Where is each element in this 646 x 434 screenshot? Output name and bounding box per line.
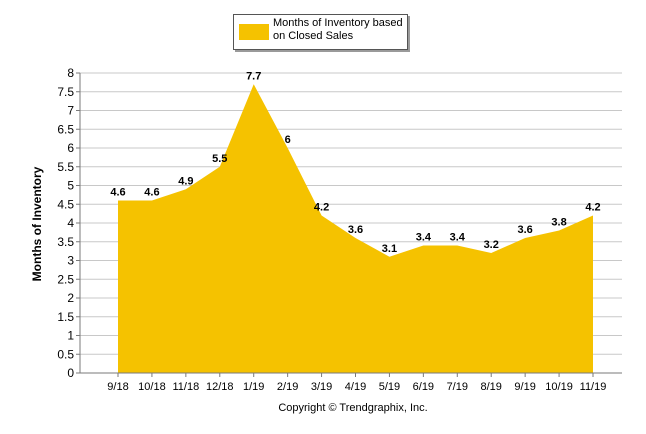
data-label: 6 (285, 134, 291, 146)
y-tick-label: 8 (67, 66, 74, 80)
y-tick-label: 0.5 (57, 347, 74, 361)
data-label: 4.9 (178, 175, 193, 187)
legend: Months of Inventory based on Closed Sale… (233, 14, 408, 50)
x-tick-label: 10/18 (138, 381, 166, 393)
data-label: 3.6 (517, 224, 532, 236)
y-tick-label: 4 (67, 216, 74, 230)
y-tick-label: 7.5 (57, 85, 74, 99)
data-label: 4.2 (314, 202, 329, 214)
data-label: 3.4 (450, 232, 466, 244)
data-label: 3.4 (416, 232, 432, 244)
data-label: 4.6 (110, 187, 125, 199)
data-label: 4.6 (144, 187, 159, 199)
x-tick-label: 9/18 (107, 381, 128, 393)
y-tick-label: 4.5 (57, 197, 74, 211)
data-label: 5.5 (212, 153, 227, 165)
x-tick-label: 12/18 (206, 381, 234, 393)
data-labels: 4.6 4.6 4.9 5.5 7.7 6 4.2 3.6 3.1 3.4 3.4 3.2 3.6 3.8… (110, 70, 600, 255)
y-tick-label: 7 (67, 104, 74, 118)
y-tick-label: 1 (67, 329, 74, 343)
y-tick-label: 0 (67, 366, 74, 380)
series-area (118, 84, 593, 373)
copyright-footer: Copyright © Trendgraphix, Inc. (278, 402, 428, 414)
y-tick-label: 2.5 (57, 272, 74, 286)
y-tick-label: 6.5 (57, 122, 74, 136)
y-tick-label: 1.5 (57, 310, 74, 324)
axes (76, 72, 622, 377)
data-label: 3.2 (484, 239, 499, 251)
y-tick-label: 3 (67, 254, 74, 268)
legend-swatch (239, 24, 269, 40)
data-label: 3.6 (348, 224, 363, 236)
y-tick-label: 3.5 (57, 235, 74, 249)
x-tick-labels: 9/18 10/18 11/18 12/18 1/19 2/19 3/19 4/19 5/19 6… (107, 381, 606, 393)
x-tick-label: 5/19 (379, 381, 400, 393)
data-label: 3.1 (382, 243, 397, 255)
y-tick-label: 6 (67, 141, 74, 155)
x-tick-label: 8/19 (481, 381, 502, 393)
x-tick-label: 1/19 (243, 381, 264, 393)
x-tick-label: 6/19 (413, 381, 434, 393)
x-tick-label: 9/19 (514, 381, 535, 393)
y-tick-label: 5 (67, 179, 74, 193)
y-tick-labels: 0 0.5 1 1.5 2 2.5 3 3.5 4 4.5 5 5.5 6 6.5 7 7.5 8 (57, 66, 74, 380)
x-tick-label: 3/19 (311, 381, 332, 393)
x-tick-label: 10/19 (545, 381, 573, 393)
y-tick-label: 2 (67, 291, 74, 305)
x-tick-label: 11/19 (580, 381, 607, 393)
x-tick-label: 7/19 (447, 381, 468, 393)
x-tick-label: 4/19 (345, 381, 366, 393)
data-label: 7.7 (246, 70, 261, 82)
y-tick-label: 5.5 (57, 160, 74, 174)
x-tick-label: 2/19 (277, 381, 298, 393)
y-axis-label: Months of Inventory (30, 166, 44, 281)
data-label: 4.2 (585, 202, 600, 214)
data-label: 3.8 (551, 217, 566, 229)
area-layer (118, 84, 593, 373)
x-tick-label: 11/18 (172, 381, 199, 393)
legend-label: Months of Inventory based on Closed Sale… (273, 17, 403, 42)
